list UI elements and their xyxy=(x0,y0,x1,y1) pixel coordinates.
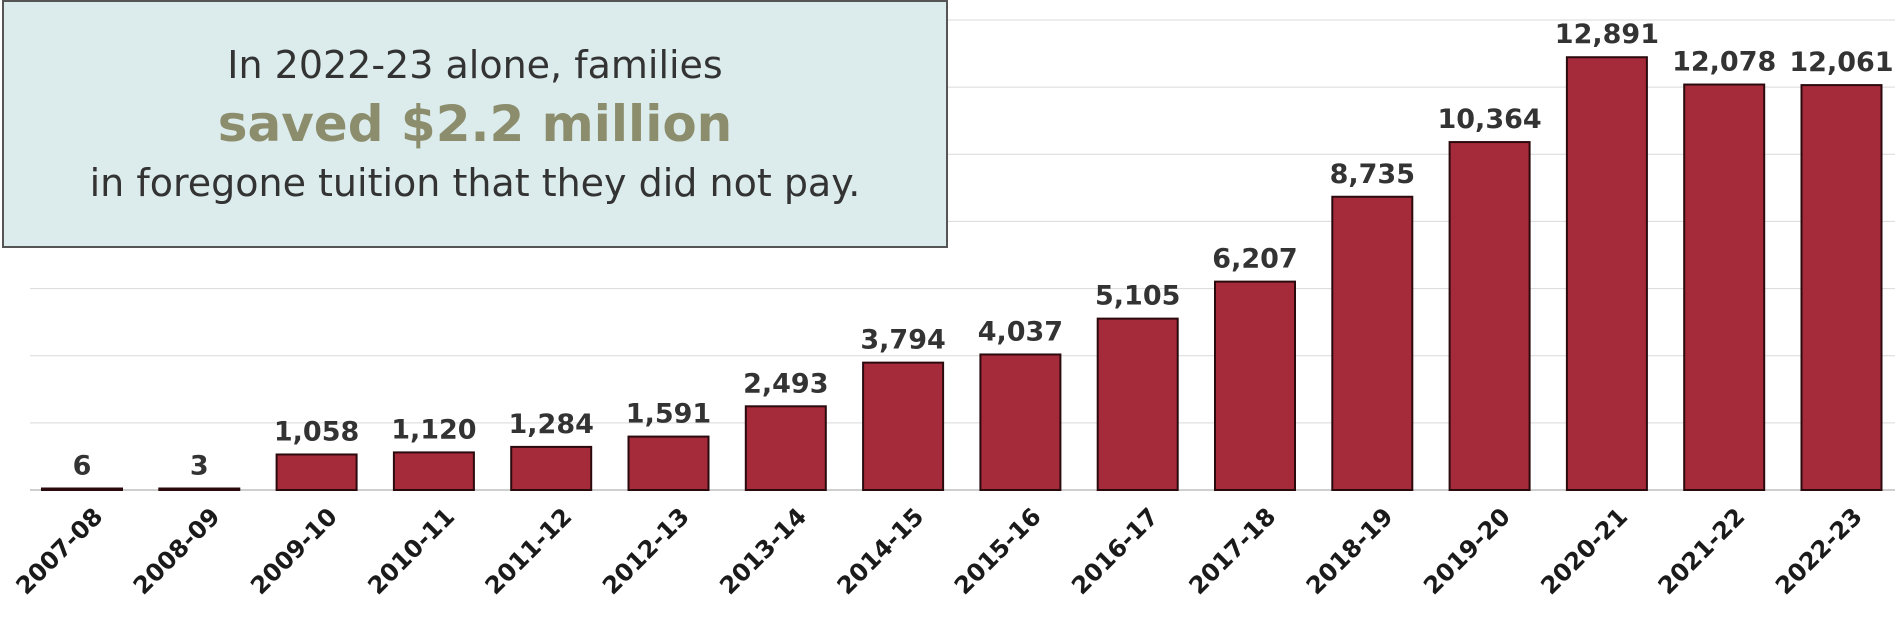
callout-highlight: saved $2.2 million xyxy=(217,95,733,153)
x-tick-2013-14: 2013-14 xyxy=(714,502,812,600)
savings-callout-box: In 2022-23 alone, families saved $2.2 mi… xyxy=(2,0,948,248)
data-label-2015-16: 4,037 xyxy=(978,316,1063,347)
bar-2010-11 xyxy=(392,451,475,491)
callout-line-3: in foregone tuition that they did not pa… xyxy=(89,161,861,205)
callout-line-1: In 2022-23 alone, families xyxy=(227,43,723,87)
bar-2012-13 xyxy=(627,435,710,492)
x-tick-2009-10: 2009-10 xyxy=(245,502,343,600)
x-tick-2021-22: 2021-22 xyxy=(1653,502,1751,600)
x-tick-2020-21: 2020-21 xyxy=(1535,502,1633,600)
x-tick-2022-23: 2022-23 xyxy=(1770,502,1868,600)
x-tick-2015-16: 2015-16 xyxy=(949,502,1047,600)
bar-2016-17 xyxy=(1096,317,1179,491)
x-tick-2014-15: 2014-15 xyxy=(832,502,930,600)
data-label-2021-22: 12,078 xyxy=(1672,47,1776,78)
bar-2014-15 xyxy=(862,361,945,492)
x-tick-2011-12: 2011-12 xyxy=(480,502,578,600)
bar-2013-14 xyxy=(744,405,827,491)
data-labels: 6 3 1,058 1,120 1,284 1,591 2,493 3,794 4,037 5,1… xyxy=(73,19,1894,481)
bar-2021-22 xyxy=(1683,83,1766,491)
x-tick-labels: 2007-08 2008-09 2009-10 2010-11 2011-12 2012-… xyxy=(11,502,1868,600)
data-label-2022-23: 12,061 xyxy=(1789,47,1893,78)
x-tick-2017-18: 2017-18 xyxy=(1184,502,1282,600)
data-label-2007-08: 6 xyxy=(73,451,92,482)
bar-2022-23 xyxy=(1800,84,1883,491)
bar-2019-20 xyxy=(1448,141,1531,492)
data-label-2008-09: 3 xyxy=(190,451,209,482)
data-label-2019-20: 10,364 xyxy=(1437,104,1541,135)
data-label-2017-18: 6,207 xyxy=(1212,244,1297,275)
data-label-2011-12: 1,284 xyxy=(508,409,593,440)
data-label-2013-14: 2,493 xyxy=(743,368,828,399)
bar-2018-19 xyxy=(1331,195,1414,491)
bar-2017-18 xyxy=(1214,280,1296,491)
x-tick-2018-19: 2018-19 xyxy=(1301,502,1399,600)
x-tick-2010-11: 2010-11 xyxy=(362,502,460,600)
data-label-2014-15: 3,794 xyxy=(860,325,945,356)
bar-2020-21 xyxy=(1565,56,1648,491)
bar-2015-16 xyxy=(979,353,1062,491)
bar-2008-09 xyxy=(158,487,241,491)
x-tick-2016-17: 2016-17 xyxy=(1066,502,1164,600)
x-tick-2012-13: 2012-13 xyxy=(597,502,695,600)
x-tick-2007-08: 2007-08 xyxy=(11,502,109,600)
data-label-2010-11: 1,120 xyxy=(391,414,476,445)
bar-2009-10 xyxy=(275,453,358,491)
data-label-2020-21: 12,891 xyxy=(1555,19,1659,50)
x-tick-2019-20: 2019-20 xyxy=(1418,502,1516,600)
data-label-2018-19: 8,735 xyxy=(1330,159,1415,190)
bar-2007-08 xyxy=(41,487,123,491)
data-label-2016-17: 5,105 xyxy=(1095,281,1180,312)
x-tick-2008-09: 2008-09 xyxy=(128,502,226,600)
data-label-2009-10: 1,058 xyxy=(274,416,359,447)
data-label-2012-13: 1,591 xyxy=(626,399,711,430)
bar-2011-12 xyxy=(510,445,593,491)
bars xyxy=(41,56,1883,492)
